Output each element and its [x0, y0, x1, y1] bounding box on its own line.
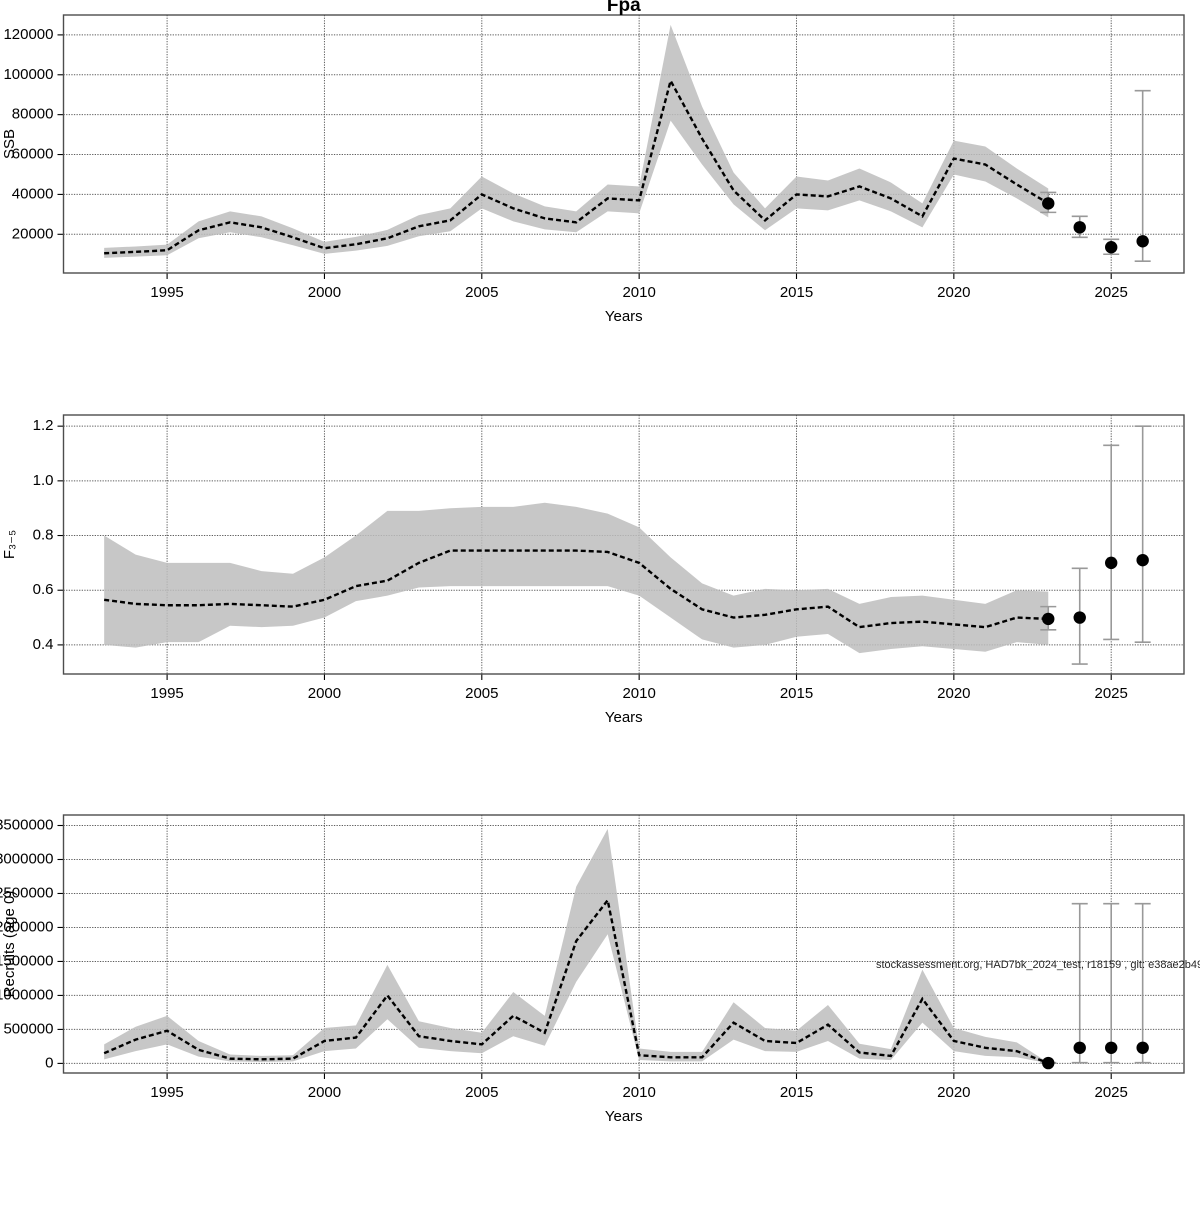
svg-text:2005: 2005 [465, 284, 498, 301]
svg-text:1995: 1995 [150, 1084, 183, 1101]
svg-text:1995: 1995 [150, 685, 183, 702]
svg-text:2000: 2000 [308, 685, 341, 702]
svg-text:3000000: 3000000 [0, 850, 54, 867]
svg-text:20000: 20000 [12, 225, 54, 242]
svg-text:2000: 2000 [308, 1084, 341, 1101]
svg-text:2015: 2015 [780, 685, 813, 702]
svg-text:2015: 2015 [780, 1084, 813, 1101]
svg-text:0.6: 0.6 [33, 581, 54, 598]
svg-text:Years: Years [605, 709, 643, 726]
svg-text:120000: 120000 [3, 26, 53, 43]
svg-text:SSB: SSB [1, 129, 18, 159]
svg-text:2010: 2010 [622, 1084, 655, 1101]
svg-text:1.0: 1.0 [33, 472, 54, 489]
svg-text:3500000: 3500000 [0, 817, 54, 834]
svg-text:2000: 2000 [308, 284, 341, 301]
svg-text:500000: 500000 [3, 1020, 53, 1037]
svg-text:2020: 2020 [937, 685, 970, 702]
svg-text:Years: Years [605, 308, 643, 325]
svg-text:2005: 2005 [465, 1084, 498, 1101]
svg-text:Recruits (age 0): Recruits (age 0) [1, 891, 18, 998]
svg-text:2025: 2025 [1095, 685, 1128, 702]
svg-text:stockassessment.org, HAD7bk_20: stockassessment.org, HAD7bk_2024_test, r… [876, 959, 1200, 971]
svg-text:2020: 2020 [937, 1084, 970, 1101]
svg-text:1.2: 1.2 [33, 417, 54, 434]
svg-text:40000: 40000 [12, 185, 54, 202]
svg-text:1995: 1995 [150, 284, 183, 301]
svg-text:0: 0 [45, 1054, 53, 1071]
svg-text:60000: 60000 [12, 146, 54, 163]
svg-text:2015: 2015 [780, 284, 813, 301]
svg-text:0.8: 0.8 [33, 527, 54, 544]
svg-text:Years: Years [605, 1108, 643, 1125]
svg-text:0.4: 0.4 [33, 636, 54, 653]
svg-text:80000: 80000 [12, 106, 54, 123]
svg-text:2010: 2010 [622, 284, 655, 301]
svg-text:Fpa: Fpa [607, 0, 641, 16]
svg-text:F₃₋₅: F₃₋₅ [1, 530, 18, 559]
svg-text:100000: 100000 [3, 66, 53, 83]
svg-text:2010: 2010 [622, 685, 655, 702]
svg-text:2020: 2020 [937, 284, 970, 301]
svg-text:2025: 2025 [1095, 1084, 1128, 1101]
svg-text:2025: 2025 [1095, 284, 1128, 301]
svg-text:2005: 2005 [465, 685, 498, 702]
